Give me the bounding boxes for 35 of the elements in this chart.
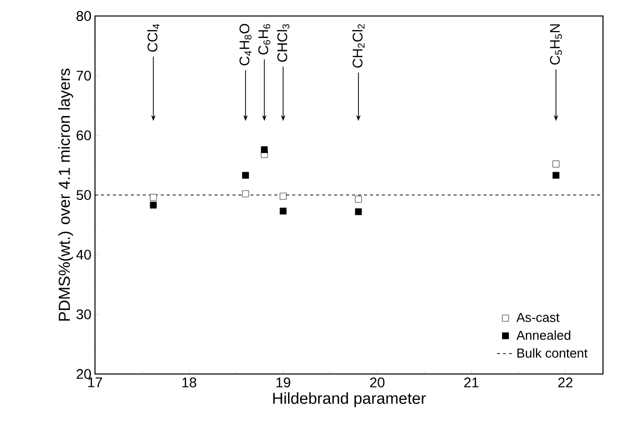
annotation: C$_{5}$H$_{5}$N [550, 24, 562, 65]
point [150, 194, 157, 201]
x-tick-label: 20 [370, 378, 384, 388]
x-axis-title: Hildebrand parameter [273, 392, 426, 408]
point [355, 196, 362, 203]
point [242, 190, 249, 198]
annotation: CH$_{2}$Cl$_{2}$ [352, 24, 365, 68]
legend-label: Bulk content [517, 348, 588, 358]
x-tick-label: 21 [464, 378, 478, 388]
point [242, 172, 249, 179]
x-tick-label: 17 [88, 378, 102, 388]
point [552, 160, 560, 168]
y-tick-label: 70 [76, 70, 91, 81]
annotation: C$_{4}$H$_{8}$O [240, 24, 252, 66]
point [552, 172, 560, 179]
annotation: C$_{6}$H$_{6}$ [258, 24, 270, 54]
y-tick-label: 60 [76, 130, 91, 140]
legend-label: As-cast [516, 312, 560, 322]
point [355, 208, 362, 216]
x-tick-label: 19 [276, 378, 290, 388]
x-tick-label: 22 [558, 378, 572, 388]
y-tick-label: 20 [76, 369, 91, 379]
y-tick-label: 30 [76, 309, 91, 320]
annotation: CHCl$_{3}$ [276, 24, 290, 62]
x-tick-label: 18 [182, 378, 196, 388]
point [280, 192, 287, 200]
point [260, 146, 268, 154]
y-tick-label: 80 [76, 11, 91, 21]
y-tick-label: 40 [76, 250, 91, 260]
y-tick-label: 50 [76, 190, 91, 200]
annotation: CCl$_{4}$ [147, 24, 160, 52]
y-axis-title: PDMS%(wt.) over 4.1 micron layers [58, 68, 74, 321]
legend-label: Annealed [516, 330, 570, 340]
point [150, 202, 157, 209]
point [280, 208, 287, 214]
